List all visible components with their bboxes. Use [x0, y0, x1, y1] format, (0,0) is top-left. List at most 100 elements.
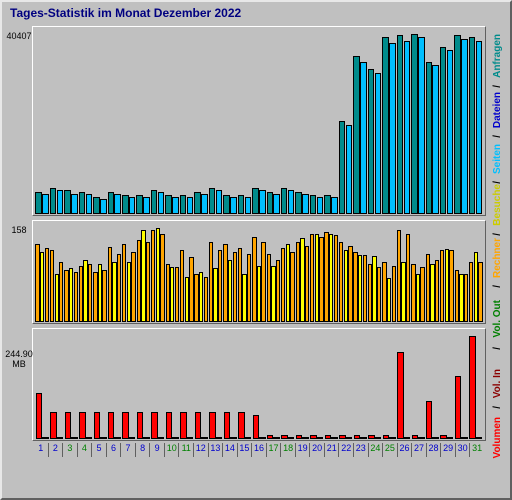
bar — [59, 262, 63, 322]
legend-item: Anfragen — [492, 34, 503, 78]
x-tick: 16 — [251, 443, 266, 457]
day-col — [339, 330, 353, 438]
bar — [209, 412, 216, 439]
bar — [295, 192, 302, 214]
day-col — [396, 330, 410, 438]
day-col — [353, 330, 367, 438]
bar — [114, 194, 121, 214]
bar — [334, 235, 338, 322]
x-tick: 12 — [193, 443, 208, 457]
bar — [261, 242, 265, 322]
bar — [368, 69, 375, 214]
bar — [187, 437, 194, 439]
bar — [201, 194, 208, 214]
x-tick: 3 — [62, 443, 77, 457]
bar — [377, 267, 381, 322]
bar — [281, 188, 288, 214]
bar — [42, 194, 49, 214]
day-col — [194, 28, 208, 214]
bar — [346, 125, 353, 214]
day-col — [35, 222, 49, 322]
bar — [233, 252, 237, 322]
day-col — [165, 330, 179, 438]
day-col — [367, 330, 381, 438]
bar — [426, 401, 433, 439]
day-col — [64, 222, 78, 322]
legend-sep: / — [492, 285, 503, 288]
legend-sep: / — [492, 85, 503, 88]
day-col — [469, 222, 483, 322]
day-col — [93, 222, 107, 322]
bar — [86, 194, 93, 214]
bar — [245, 437, 252, 439]
bar — [36, 393, 43, 438]
bar — [86, 437, 93, 439]
bar — [389, 43, 396, 214]
bar — [180, 412, 187, 439]
day-col — [324, 222, 338, 322]
bar — [50, 188, 57, 214]
legend-item: Volumen — [492, 417, 503, 458]
x-tick: 22 — [338, 443, 353, 457]
day-col — [107, 28, 121, 214]
bar — [224, 412, 231, 439]
day-col — [440, 28, 454, 214]
day-col — [64, 28, 78, 214]
panel-mid: 158 — [32, 220, 486, 324]
bar — [426, 62, 433, 215]
x-tick: 5 — [91, 443, 106, 457]
bar — [305, 246, 309, 322]
bar — [209, 188, 216, 214]
day-col — [165, 28, 179, 214]
bar — [476, 41, 483, 214]
day-col — [454, 330, 468, 438]
bar — [172, 437, 179, 439]
bar — [375, 73, 382, 214]
bar — [404, 437, 411, 439]
bar — [253, 415, 260, 439]
legend-item: Besuche — [492, 184, 503, 226]
day-col — [469, 28, 483, 214]
bar — [94, 412, 101, 439]
bar — [348, 246, 352, 322]
day-col — [107, 330, 121, 438]
bar — [382, 37, 389, 214]
bar — [114, 437, 121, 439]
day-col — [339, 28, 353, 214]
x-tick: 6 — [106, 443, 121, 457]
day-col — [107, 222, 121, 322]
bar — [187, 197, 194, 214]
bar — [65, 412, 72, 439]
bar — [230, 197, 237, 214]
bar — [302, 194, 309, 214]
day-col — [136, 330, 150, 438]
bar — [273, 194, 280, 214]
day-col — [266, 330, 280, 438]
day-col — [64, 330, 78, 438]
day-col — [454, 222, 468, 322]
day-col — [223, 222, 237, 322]
day-col — [165, 222, 179, 322]
bar — [461, 437, 468, 439]
bar — [180, 195, 187, 214]
x-tick: 10 — [164, 443, 179, 457]
day-col — [411, 28, 425, 214]
bar — [476, 437, 483, 439]
bar — [245, 197, 252, 214]
day-col — [49, 330, 63, 438]
day-col — [93, 28, 107, 214]
bar — [131, 252, 135, 322]
day-col — [151, 222, 165, 322]
bar — [204, 277, 208, 322]
bar — [158, 192, 165, 214]
day-col — [367, 222, 381, 322]
bar — [129, 197, 136, 214]
day-col — [440, 330, 454, 438]
x-tick: 11 — [178, 443, 193, 457]
bar — [290, 252, 294, 322]
day-col — [353, 222, 367, 322]
bar — [469, 336, 476, 439]
bar — [259, 437, 266, 439]
bar — [346, 437, 353, 439]
bar — [108, 412, 115, 439]
